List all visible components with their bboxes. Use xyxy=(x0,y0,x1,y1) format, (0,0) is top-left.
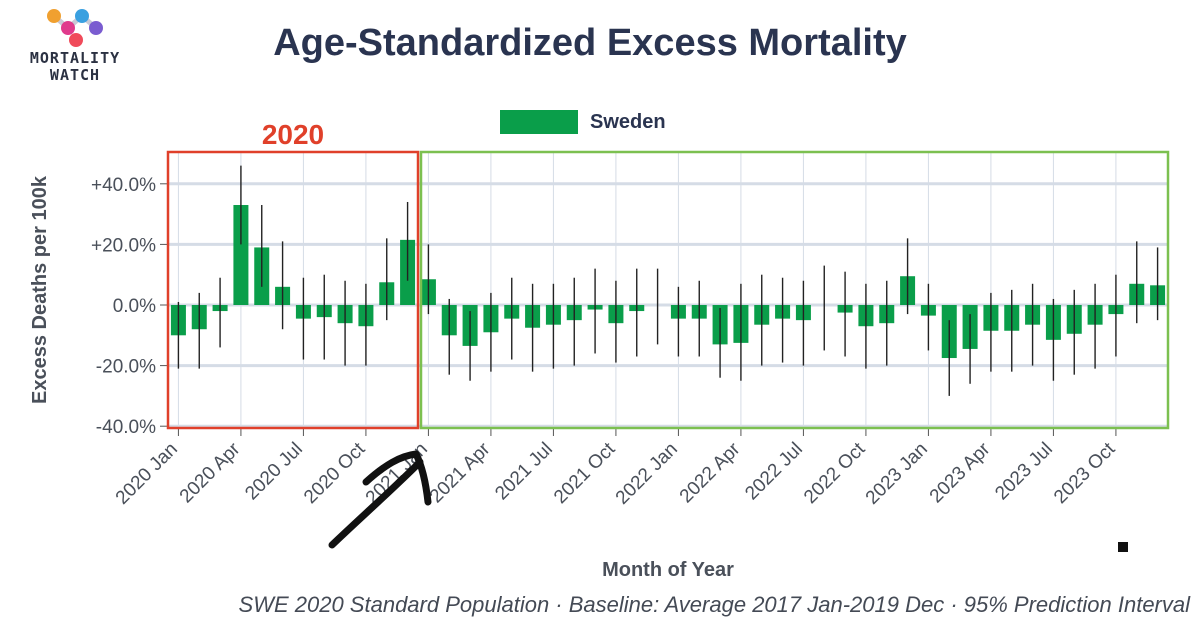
x-tick-label: 2020 Apr xyxy=(176,438,245,507)
logo-line-2: WATCH xyxy=(49,66,101,84)
x-axis-label: Month of Year xyxy=(602,559,734,581)
logo-line-1: MORTALITY xyxy=(29,49,121,67)
x-tick-label: 2023 Jan xyxy=(862,439,932,509)
hand-drawn-arrowhead xyxy=(362,450,432,506)
highlight-box-2021-2023 xyxy=(419,150,1170,430)
y-tick-label: -40.0% xyxy=(96,417,156,438)
x-tick-label: 2021 Jul xyxy=(491,439,557,505)
x-tick-label: 2023 Jul xyxy=(991,439,1057,505)
legend-label-sweden: Sweden xyxy=(590,110,666,133)
logo-node xyxy=(61,21,75,35)
hand-drawn-arrow xyxy=(328,458,424,549)
mortality-watch-logo: MORTALITY WATCH xyxy=(10,6,140,92)
y-tick-label: +40.0% xyxy=(91,175,156,196)
grid-lines xyxy=(168,152,1168,428)
logo-node xyxy=(75,9,89,23)
y-axis-label: Excess Deaths per 100k xyxy=(29,175,51,404)
x-tick-label: 2020 Oct xyxy=(300,438,370,508)
logo-wordmark: MORTALITY WATCH xyxy=(10,50,140,84)
y-tick-label: +20.0% xyxy=(91,235,156,256)
logo-molecule-icon xyxy=(47,9,103,47)
chart-legend[interactable]: Sweden xyxy=(500,108,666,136)
chart-title: Age-Standardized Excess Mortality xyxy=(273,22,907,64)
logo-node xyxy=(69,33,83,47)
legend-swatch xyxy=(500,110,578,134)
error-bars xyxy=(177,165,1159,396)
x-tick-label: 2022 Jul xyxy=(741,439,807,505)
x-tick-label: 2020 Jan xyxy=(112,439,182,509)
bar xyxy=(233,205,249,305)
x-tick-label: 2023 Oct xyxy=(1050,438,1120,508)
highlight-label-2020: 2020 xyxy=(262,119,324,150)
y-tick-label: -20.0% xyxy=(96,357,156,378)
chart-plot: +40.0%+20.0%0.0%-20.0%-40.0% 2020 Jan202… xyxy=(29,119,1170,581)
y-tick-label: 0.0% xyxy=(113,296,156,317)
y-axis-ticks: +40.0% +20.0% 0.0% -20.0% -40.0% xyxy=(91,175,168,438)
x-tick-label: 2022 Jan xyxy=(612,439,682,509)
x-tick-label: 2021 Oct xyxy=(550,438,620,508)
dot-marker xyxy=(1118,542,1128,552)
x-tick-label: 2022 Apr xyxy=(676,438,745,507)
x-tick-label: 2021 Apr xyxy=(426,438,495,507)
x-tick-label: 2022 Oct xyxy=(800,438,870,508)
annotations: 2020 xyxy=(166,119,1170,552)
chart-caption: SWE 2020 Standard Population · Baseline:… xyxy=(238,592,1190,617)
logo-link xyxy=(51,12,99,32)
highlight-box-2020 xyxy=(166,150,420,430)
logo-node xyxy=(47,9,61,23)
bars xyxy=(170,205,1166,359)
logo-node xyxy=(89,21,103,35)
x-tick-label: 2020 Jul xyxy=(241,439,307,505)
x-tick-label: 2023 Apr xyxy=(926,438,995,507)
